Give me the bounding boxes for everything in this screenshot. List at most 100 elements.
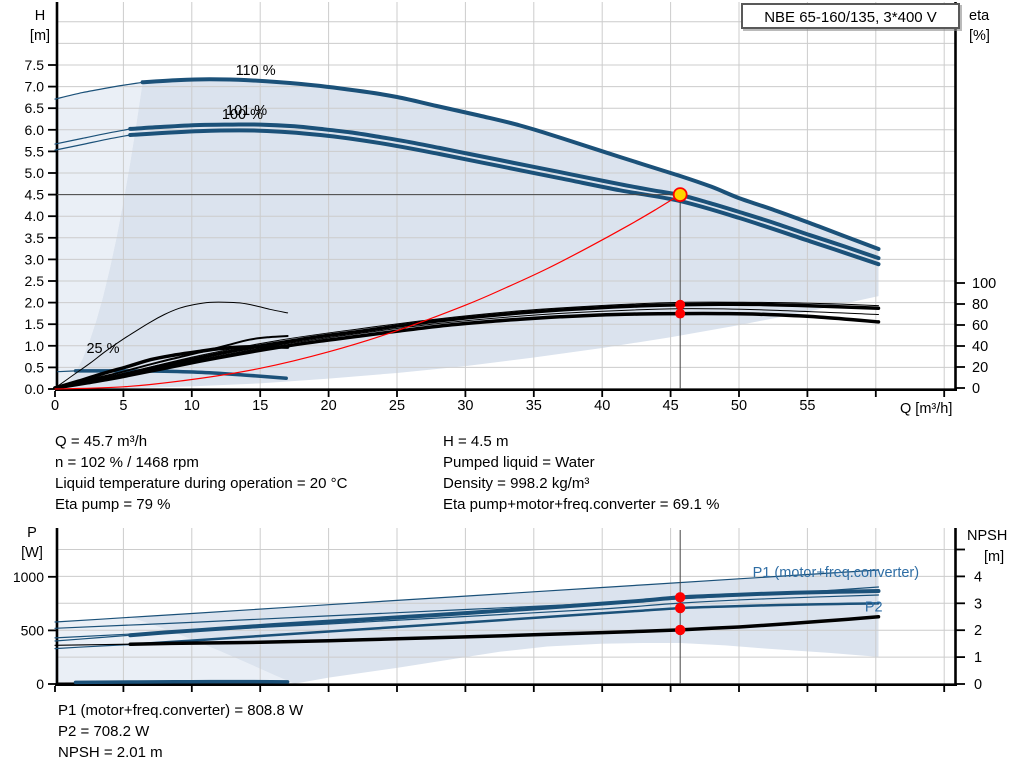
eta-axis-tick-label: 20 [972, 360, 988, 376]
npsh-axis-tick-label: 3 [974, 596, 982, 612]
p2-curve [128, 602, 880, 646]
h-axis-unit: [m] [30, 28, 50, 44]
info-line-npsh: NPSH = 2.01 m [58, 744, 163, 761]
h-axis-tick-label: 2.0 [25, 295, 45, 311]
info-line-p2: P2 = 708.2 W [58, 723, 150, 740]
eta-pump-curve [53, 302, 881, 390]
npsh-curve [128, 615, 881, 646]
p2-thin-curve [54, 644, 131, 650]
curve-label-1: P2 [865, 600, 883, 616]
info-line-q: Q = 45.7 m³/h [55, 433, 148, 450]
eta-operating-dot-0 [675, 299, 686, 310]
q-axis-title: Q [m³/h] [900, 401, 952, 417]
eta-axis-tick-label: 100 [972, 276, 996, 292]
q-axis-tick-label: 30 [457, 398, 473, 414]
power-plot-area[interactable] [57, 528, 956, 685]
eta-axis-tick-label: 40 [972, 339, 988, 355]
power-range-pale [55, 617, 295, 684]
h-axis-tick-label: 0.5 [25, 359, 45, 375]
info-line-liquid: Pumped liquid = Water [443, 454, 595, 471]
h-axis-tick-label: 5.0 [25, 165, 45, 181]
duty-info-left: Q = 45.7 m³/h n = 102 % / 1468 rpm Liqui… [55, 431, 347, 515]
eta-thin-a-curve [54, 301, 879, 389]
p-axis-tick-label: 500 [21, 622, 45, 638]
qh-101-curve [128, 122, 881, 261]
npsh-axis-tick-label: 0 [974, 677, 982, 693]
q-axis-tick-label: 20 [321, 398, 337, 414]
eta-25-arc-curve [54, 301, 289, 389]
npsh-axis-tick-label: 1 [974, 650, 982, 666]
p1-curve [128, 589, 881, 638]
p-axis-title: P [27, 525, 37, 541]
qh-25-curve [73, 369, 288, 380]
p1-thin-curve [54, 634, 131, 642]
power-operating-dot-1 [674, 602, 686, 614]
eta-axis-tick-label: 80 [972, 297, 988, 313]
h-axis-tick-label: 6.0 [25, 122, 45, 138]
power-operating-dot-2 [674, 624, 686, 636]
p-axis-tick-label: 1000 [13, 569, 44, 585]
qh-plot-area[interactable] [57, 2, 956, 390]
operating-range-main [61, 79, 879, 390]
duty-info-bottom: P1 (motor+freq.converter) = 808.8 W P2 =… [58, 700, 303, 763]
npsh-axis-unit: [m] [984, 549, 1004, 565]
pump-title: NBE 65-160/135, 3*400 V [764, 9, 937, 26]
top-chart: 0.0 0.5 1.0 1.5 2.0 2.5 3.0 3.5 4.0 4.5 5.0 5.5 6.0 6… [25, 2, 996, 417]
h-axis-tick-label: 0.0 [25, 381, 45, 397]
info-line-eta-pump: Eta pump = 79 % [55, 496, 171, 513]
npsh-thin-curve [54, 643, 131, 646]
q-axis-tick-label: 55 [799, 398, 815, 414]
info-line-speed: n = 102 % / 1468 rpm [55, 454, 199, 471]
info-line-temperature: Liquid temperature during operation = 20… [55, 475, 348, 492]
qh-100-thin-curve [54, 134, 131, 151]
h-axis-tick-label: 7.0 [25, 79, 45, 95]
system-curve-curve [54, 194, 681, 390]
p-axis-unit: [W] [21, 545, 43, 561]
eta-axis-tick-label: 60 [972, 318, 988, 334]
p25-curve [73, 679, 290, 685]
curve-label-0: P1 (motor+freq.converter) [753, 565, 919, 581]
p-env-top-thin-curve [54, 569, 880, 623]
qh-100-curve [128, 128, 881, 267]
h-axis-tick-label: 7.5 [25, 57, 45, 73]
h-axis-tick-label: 2.5 [25, 273, 45, 289]
info-line-h: H = 4.5 m [443, 433, 509, 450]
eta-total-curve [53, 311, 881, 390]
curve-label-1: 101 % [226, 103, 267, 119]
info-line-p1: P1 (motor+freq.converter) = 808.8 W [58, 702, 304, 719]
h-axis-tick-label: 3.0 [25, 251, 45, 267]
q-axis-tick-label: 0 [51, 398, 59, 414]
curve-label-3: 25 % [86, 341, 119, 357]
curve-label-2: 100 % [222, 107, 263, 123]
q-axis-tick-label: 50 [731, 398, 747, 414]
h-axis-tick-label: 1.0 [25, 338, 45, 354]
qh-110-curve [140, 77, 881, 251]
q-axis-tick-label: 40 [594, 398, 610, 414]
h-axis-title: H [35, 8, 45, 24]
info-line-density: Density = 998.2 kg/m³ [443, 475, 590, 492]
curve-label-0: 110 % [236, 63, 276, 79]
npsh-axis-tick-label: 4 [974, 569, 982, 585]
q-axis-tick-label: 25 [389, 398, 405, 414]
h-axis-tick-label: 1.5 [25, 316, 45, 332]
h-axis-tick-label: 6.5 [25, 100, 45, 116]
qh-101-thin-curve [54, 128, 131, 145]
h-axis-tick-label: 4.0 [25, 208, 45, 224]
eta-axis-tick-label: 0 [972, 381, 980, 397]
pump-title-box: NBE 65-160/135, 3*400 V [741, 3, 960, 29]
power-operating-dot-0 [674, 592, 686, 603]
bottom-chart: 0 500 1000 0 1 2 3 4 P [W] NPSH [m] P1 (motor+freq.c… [13, 525, 1007, 693]
q-axis-tick-label: 15 [252, 398, 268, 414]
npsh-axis-tick-label: 2 [974, 623, 982, 639]
duty-info-right: H = 4.5 m Pumped liquid = Water Density … [443, 431, 719, 515]
duty-point-marker[interactable] [672, 187, 688, 203]
eta-axis-title: eta [969, 8, 990, 24]
h-axis-tick-label: 5.5 [25, 143, 45, 159]
q-axis-tick-label: 45 [663, 398, 679, 414]
h-axis-tick-label: 3.5 [25, 230, 45, 246]
p-axis-tick-label: 0 [36, 676, 44, 692]
q-axis-tick-label: 35 [526, 398, 542, 414]
h-axis-tick-label: 4.5 [25, 187, 45, 203]
